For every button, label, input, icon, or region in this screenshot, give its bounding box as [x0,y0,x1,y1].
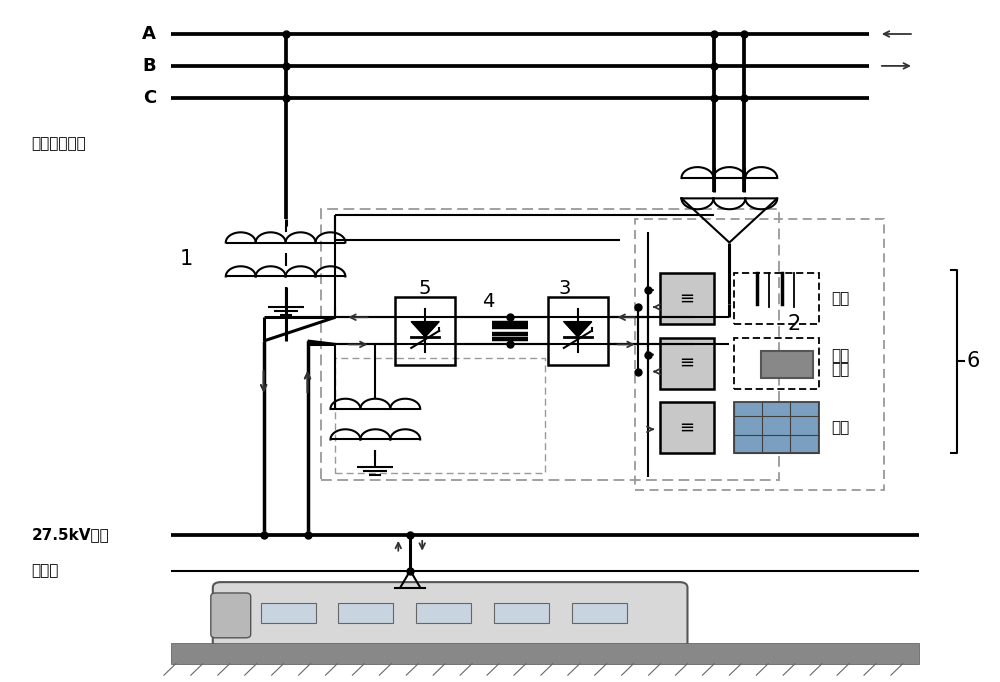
Bar [761,351,813,379]
Bar [416,602,471,623]
Text: 超级: 超级 [831,349,849,364]
Text: 光伏: 光伏 [831,420,849,435]
Text: 1: 1 [179,250,192,269]
Text: 电池: 电池 [831,291,849,306]
Text: ≡: ≡ [679,419,695,436]
Text: C: C [143,89,156,107]
FancyBboxPatch shape [211,593,251,638]
Text: 5: 5 [419,278,431,297]
Bar [572,602,627,623]
FancyBboxPatch shape [213,582,687,649]
Text: 三相公共电网: 三相公共电网 [31,136,86,151]
Text: 27.5kV母线: 27.5kV母线 [31,527,109,542]
Bar [320,209,779,480]
Bar [734,273,819,324]
Bar [635,219,884,490]
Bar [494,602,549,623]
Bar [548,297,608,365]
Bar [395,297,455,365]
Bar [338,602,393,623]
Text: ≡: ≡ [679,290,695,308]
Text: 2: 2 [788,314,801,334]
Text: 电容: 电容 [831,362,849,377]
Text: 6: 6 [967,351,980,372]
Bar [335,358,545,473]
Bar [660,402,714,453]
Text: 4: 4 [482,292,494,311]
Bar [660,338,714,389]
Bar [261,602,316,623]
Bar [171,643,919,664]
Polygon shape [564,322,592,337]
Text: B: B [142,57,156,75]
Text: 3: 3 [559,278,571,297]
Text: A: A [142,25,156,43]
Bar [734,338,819,389]
Polygon shape [411,322,439,337]
Text: 接触网: 接触网 [31,563,59,578]
Text: ≡: ≡ [679,354,695,372]
Bar [734,402,819,453]
Bar [660,273,714,324]
